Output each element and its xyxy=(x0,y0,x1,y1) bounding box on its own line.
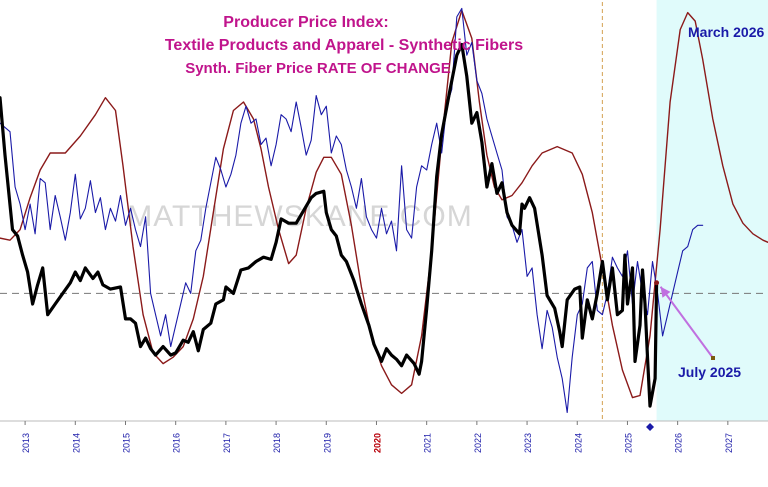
x-tick-label: 2017 xyxy=(222,433,232,453)
chart-title-line-1: Producer Price Index: xyxy=(223,14,388,31)
rate-of-change-end-dot xyxy=(654,280,660,286)
x-tick-label: 2027 xyxy=(724,433,734,453)
x-tick-label: 2024 xyxy=(573,433,583,453)
x-tick-label: 2021 xyxy=(423,433,433,453)
chart-title-group: Producer Price Index: Textile Products a… xyxy=(165,14,523,77)
series-line-blue-series xyxy=(0,7,704,414)
series-line-rate-of-change xyxy=(0,42,659,408)
annotation-anchor-marker xyxy=(711,356,715,360)
x-tick-label: 2015 xyxy=(121,433,131,453)
x-tick-label: 2018 xyxy=(272,433,282,453)
x-tick-group: 2013 2014 2015 2016 2017 2018 2019 2020 2021 2022… xyxy=(21,421,734,453)
x-tick-label: 2020 xyxy=(372,433,382,453)
series-lines xyxy=(0,7,768,431)
x-tick-label: 2025 xyxy=(623,433,633,453)
x-tick-label: 2019 xyxy=(322,433,332,453)
chart-title-line-3: Synth. Fiber Price RATE OF CHANGE xyxy=(185,60,451,77)
x-tick-label: 2016 xyxy=(172,433,182,453)
series-line-cycle xyxy=(0,9,768,399)
annotation-march-2026: March 2026 xyxy=(688,24,764,40)
x-tick-label: 2026 xyxy=(674,433,684,453)
low-point-marker xyxy=(646,423,655,431)
x-tick-label: 2013 xyxy=(21,433,31,453)
x-tick-label: 2022 xyxy=(473,433,483,453)
x-tick-label: 2014 xyxy=(71,433,81,453)
chart-title-line-2: Textile Products and Apparel - Synthetic… xyxy=(165,37,523,54)
annotation-arrow xyxy=(659,286,714,359)
x-tick-label: 2023 xyxy=(523,433,533,453)
annotation-arrowhead xyxy=(660,286,671,298)
annotation-july-2025: July 2025 xyxy=(678,364,741,380)
annotation-group: March 2026 July 2025 xyxy=(659,24,764,380)
